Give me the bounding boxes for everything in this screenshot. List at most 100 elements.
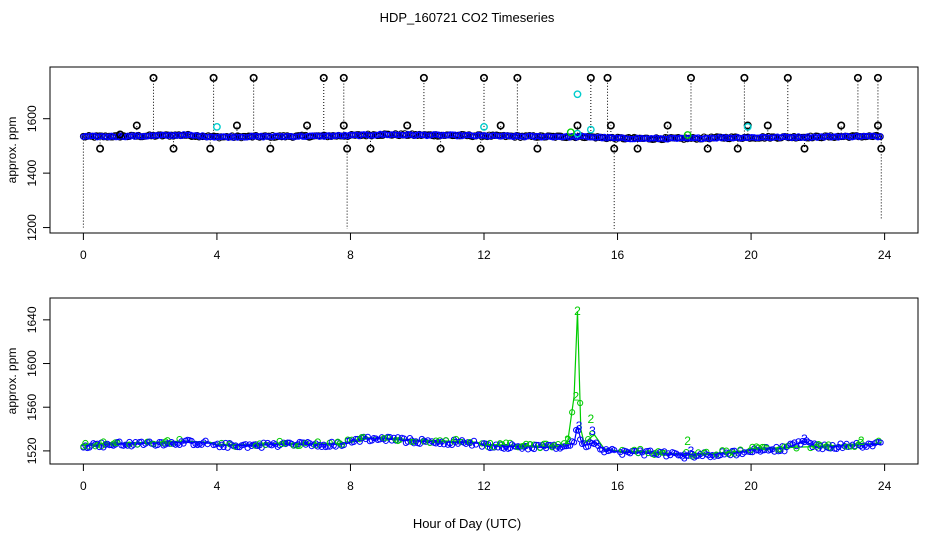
x-tick-label: 0 (80, 248, 87, 262)
series-2-point (759, 443, 766, 451)
outlier-point (686, 73, 695, 82)
y-tick-label: 1600 (25, 350, 39, 377)
outlier-point (249, 73, 258, 82)
outlier-point (232, 121, 241, 130)
outlier-point (733, 144, 742, 153)
green-point (683, 131, 692, 139)
series-2-point (102, 440, 109, 448)
series-3-point (877, 439, 884, 446)
series-3-point (86, 444, 93, 451)
series-2-point (785, 442, 792, 449)
series-2-point (843, 443, 850, 450)
x-tick-label: 8 (347, 248, 354, 262)
x-tick-label: 20 (744, 248, 758, 262)
series-3-point (597, 446, 604, 453)
series-3-point (561, 443, 568, 450)
outlier-point (479, 73, 488, 82)
series-number-marker: 2 (858, 434, 865, 448)
series-2-point (232, 443, 239, 450)
series-2-point (502, 439, 510, 446)
outlier-point (586, 73, 595, 82)
series-2-point (522, 440, 530, 447)
outlier-point (343, 144, 352, 153)
series-3-point (234, 443, 241, 451)
y-tick-label: 1400 (25, 159, 39, 186)
series-3-point (472, 441, 480, 448)
series-3-point (156, 438, 163, 446)
plot-area (79, 73, 886, 229)
series-number-marker: 3 (688, 444, 695, 458)
series-2-point (420, 438, 428, 445)
x-tick-label: 16 (611, 479, 625, 493)
outlier-point (740, 73, 749, 82)
series-3-point (795, 438, 802, 445)
series-3-point (733, 452, 740, 459)
series-3-point (316, 441, 323, 449)
cyan-point (586, 125, 595, 134)
x-tick-label: 0 (80, 479, 87, 493)
outlier-point (339, 121, 348, 130)
outlier-point (476, 144, 485, 153)
series-number-marker: 3 (589, 424, 596, 438)
series-3-point (542, 445, 550, 452)
outlier-point (703, 144, 712, 153)
figure-title: HDP_160721 CO2 Timeseries (380, 10, 555, 25)
outlier-point (873, 73, 882, 82)
series-2-point (857, 438, 864, 446)
series-3-point (707, 454, 714, 461)
outlier-point (663, 121, 672, 130)
baseline-point (877, 133, 884, 140)
outlier-point (496, 121, 505, 130)
outlier-point (573, 121, 582, 130)
outlier-point (132, 121, 141, 130)
series-3-point (448, 441, 456, 449)
green-point (566, 128, 575, 137)
series-2-point (661, 449, 668, 457)
series-2-point (296, 442, 303, 449)
y-tick-label: 1560 (25, 394, 39, 421)
series-2-point (569, 409, 576, 416)
x-tick-label: 8 (347, 479, 354, 493)
outlier-point (610, 144, 619, 153)
outlier-point (169, 144, 178, 153)
series-3-point (863, 443, 870, 450)
series-2-point (360, 434, 367, 441)
outlier-point (149, 73, 158, 82)
series-3-point (452, 438, 460, 445)
outlier-point (339, 73, 348, 82)
y-tick-label: 1600 (25, 105, 39, 132)
outlier-point (319, 73, 328, 82)
cyan-point (213, 122, 221, 131)
x-tick-label: 12 (477, 479, 491, 493)
series-3-point (214, 440, 221, 447)
series-2-point (478, 440, 486, 447)
series-3-point (502, 443, 510, 451)
x-tick-label: 12 (477, 248, 491, 262)
series-3-point (643, 448, 650, 455)
series-3-point (705, 452, 712, 459)
outlier-point (603, 73, 612, 82)
series-3-point (647, 447, 654, 454)
x-tick-label: 24 (878, 479, 892, 493)
y-tick-label: 1520 (25, 437, 39, 464)
outlier-point (606, 121, 615, 130)
series-3-point (803, 437, 810, 444)
series-3-point (268, 442, 275, 449)
series-3-point (575, 427, 582, 434)
outlier-point (419, 73, 428, 82)
outlier-point (403, 121, 412, 130)
outlier-point (853, 73, 862, 82)
top-panel: 0 4 8 12 16 20 24 1200 1400 1600 approx. ppm (5, 66, 919, 262)
series-3-point (675, 452, 682, 459)
series-3-point (741, 449, 748, 456)
x-tick-label: 16 (611, 248, 625, 262)
series-3-point (601, 449, 608, 456)
series-3-point (204, 441, 211, 448)
cyan-point (743, 122, 752, 131)
series-3-point (340, 442, 347, 449)
outlier-point (633, 144, 642, 153)
series-number-marker: 2 (587, 412, 594, 426)
